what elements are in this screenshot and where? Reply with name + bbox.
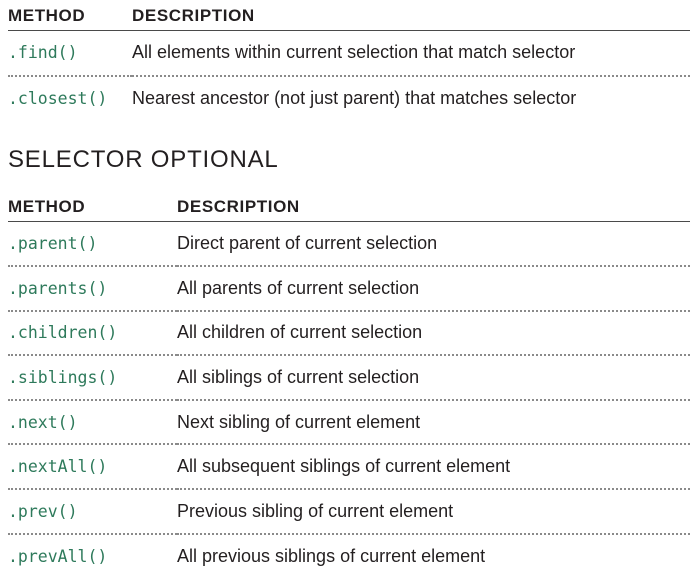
description-column-header: DESCRIPTION (132, 2, 690, 31)
section-title: SELECTOR OPTIONAL (8, 146, 279, 173)
method-name: .closest() (8, 89, 108, 108)
table-row: .closest() Nearest ancestor (not just pa… (8, 76, 690, 121)
table-row: .siblings() All siblings of current sele… (8, 355, 690, 401)
method-name: .parent() (8, 221, 177, 268)
method-column-header: METHOD (8, 2, 132, 31)
description-column-header: DESCRIPTION (177, 193, 690, 222)
method-description: Nearest ancestor (not just parent) that … (132, 88, 577, 108)
table-row: .next() Next sibling of current element (8, 399, 690, 446)
method-name: .children() (8, 310, 177, 357)
method-description: All children of current selection (177, 310, 690, 357)
method-name: .nextAll() (8, 444, 177, 491)
method-name: .find() (8, 30, 132, 77)
method-description: Direct parent of current selection (177, 221, 690, 268)
method-column-header: METHOD (8, 193, 177, 222)
table-row: .nextAll() All subsequent siblings of cu… (8, 444, 690, 491)
table-header-row: METHOD DESCRIPTION (8, 193, 690, 222)
method-name: .prevAll() (8, 546, 108, 566)
selector-required-table: METHOD DESCRIPTION .find() All elements … (8, 2, 690, 121)
method-description: All previous siblings of current element (177, 545, 486, 566)
table-row: .parents() All parents of current select… (8, 266, 690, 312)
table-row: .children() All children of current sele… (8, 310, 690, 357)
method-name: .siblings() (8, 355, 177, 401)
method-description: All parents of current selection (177, 266, 690, 312)
method-description: All subsequent siblings of current eleme… (177, 444, 690, 491)
table-row: .prevAll() All previous siblings of curr… (8, 534, 690, 578)
table-row: .parent() Direct parent of current selec… (8, 221, 690, 268)
method-description: All siblings of current selection (177, 355, 690, 401)
method-name: .parents() (8, 266, 177, 312)
method-name: .next() (8, 399, 177, 446)
method-name: .prev() (8, 489, 177, 535)
selector-optional-table: METHOD DESCRIPTION .parent() Direct pare… (8, 193, 690, 578)
table-row: .prev() Previous sibling of current elem… (8, 489, 690, 535)
method-description: All elements within current selection th… (132, 30, 690, 77)
table-row: .find() All elements within current sele… (8, 30, 690, 77)
table-header-row: METHOD DESCRIPTION (8, 2, 690, 31)
method-description: Next sibling of current element (177, 399, 690, 446)
method-description: Previous sibling of current element (177, 489, 690, 535)
